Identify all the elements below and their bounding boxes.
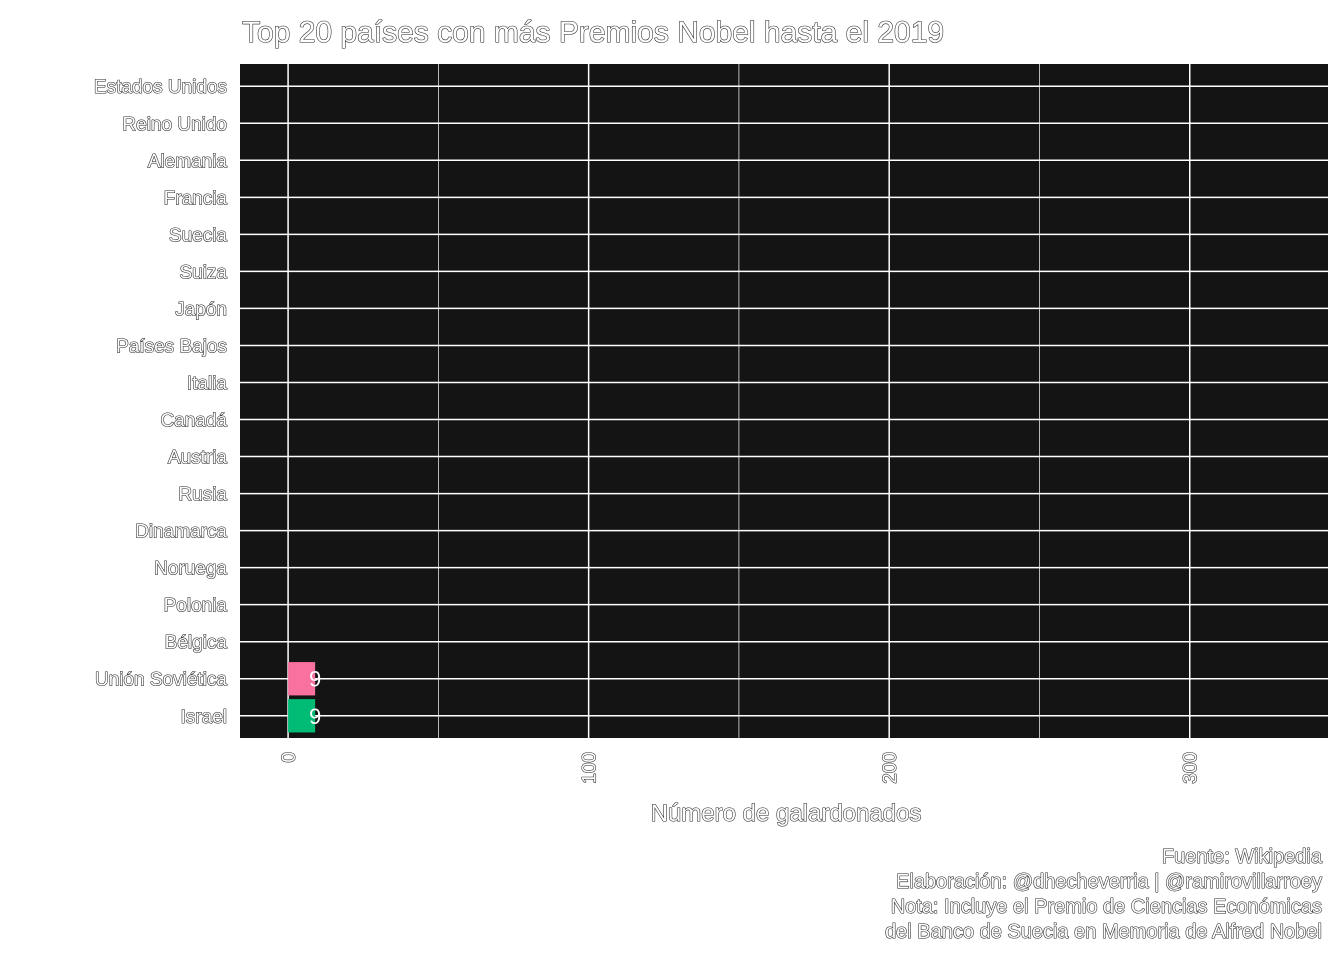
- category-label: Italia: [187, 373, 228, 394]
- chart-title: Top 20 países con más Premios Nobel hast…: [242, 16, 944, 49]
- category-label: Suecia: [169, 225, 228, 246]
- x-axis-title: Número de galardonados: [651, 800, 922, 827]
- caption-line: Nota: Incluye el Premio de Ciencias Econ…: [891, 896, 1322, 918]
- bar-value-label: 9: [309, 704, 321, 729]
- x-tick-label: 0: [279, 752, 300, 763]
- x-tick-label: 300: [1181, 752, 1202, 784]
- category-label: Israel: [181, 707, 227, 728]
- grid-lines: [240, 64, 1328, 738]
- caption-line: del Banco de Suecia en Memoria de Alfred…: [885, 921, 1322, 943]
- category-label: Unión Soviética: [95, 670, 227, 691]
- x-tick-label: 100: [580, 752, 601, 784]
- category-label: Dinamarca: [135, 522, 227, 543]
- caption: Fuente: Wikipedia Elaboración: @dhechever…: [885, 845, 1324, 943]
- category-label: Polonia: [164, 596, 228, 617]
- category-label: Alemania: [148, 151, 228, 172]
- category-label: Noruega: [154, 559, 227, 580]
- plot-panel: [240, 64, 1328, 738]
- category-label: Japón: [175, 299, 227, 320]
- category-label: Canadá: [160, 411, 227, 432]
- bar-value-label: 9: [309, 667, 321, 692]
- category-label: Rusia: [178, 485, 227, 506]
- category-label: Estados Unidos: [94, 77, 227, 98]
- bars: 99: [288, 662, 321, 733]
- caption-line: Fuente: Wikipedia: [1162, 846, 1323, 868]
- caption-line: Elaboración: @dhecheverria | @ramirovill…: [896, 871, 1322, 893]
- category-label: Países Bajos: [116, 336, 227, 357]
- category-label: Austria: [168, 448, 228, 469]
- bar: [288, 699, 316, 733]
- category-labels: Estados Unidos Reino Unido Alemania Francia…: [93, 77, 228, 729]
- category-label: Francia: [164, 188, 228, 209]
- category-label: Suiza: [179, 262, 227, 283]
- category-label: Reino Unido: [122, 114, 227, 135]
- x-tick-label: 200: [880, 752, 901, 784]
- x-axis-ticks: 0 100 200 300: [279, 751, 1203, 784]
- category-label: Bélgica: [165, 633, 228, 654]
- bar: [288, 662, 316, 696]
